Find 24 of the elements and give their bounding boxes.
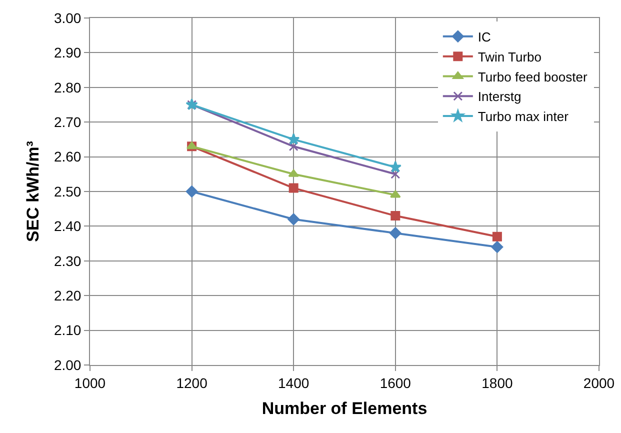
legend-label: Interstg	[478, 89, 522, 104]
y-tick-label: 2.70	[54, 114, 82, 130]
x-tick-label: 1800	[482, 374, 513, 391]
x-tick-label: 1400	[278, 374, 310, 391]
y-tick-label: 2.50	[54, 183, 82, 200]
legend-label: Turbo max inter	[478, 109, 570, 124]
y-tick-label: 3.00	[54, 10, 82, 26]
legend-label: Twin Turbo	[478, 49, 542, 64]
y-tick-label: 2.30	[54, 252, 82, 269]
x-tick-label: 1600	[380, 374, 412, 391]
y-tick-label: 2.90	[54, 44, 82, 61]
y-tick-label: 2.10	[54, 322, 82, 338]
y-tick-label: 2.40	[54, 218, 82, 234]
x-tick-label: 1200	[176, 374, 208, 391]
x-tick-label: 1000	[74, 374, 106, 391]
y-axis-title: SEC kWh/m³	[24, 140, 42, 242]
x-axis-title: Number of Elements	[262, 399, 428, 418]
legend-label: IC	[478, 29, 491, 44]
legend-label: Turbo feed booster	[478, 69, 588, 84]
y-tick-label: 2.80	[54, 79, 82, 96]
y-tick-label: 2.20	[54, 288, 82, 304]
y-tick-label: 2.00	[54, 356, 82, 373]
x-tick-label: 2000	[583, 374, 615, 391]
y-tick-label: 2.60	[54, 148, 82, 165]
